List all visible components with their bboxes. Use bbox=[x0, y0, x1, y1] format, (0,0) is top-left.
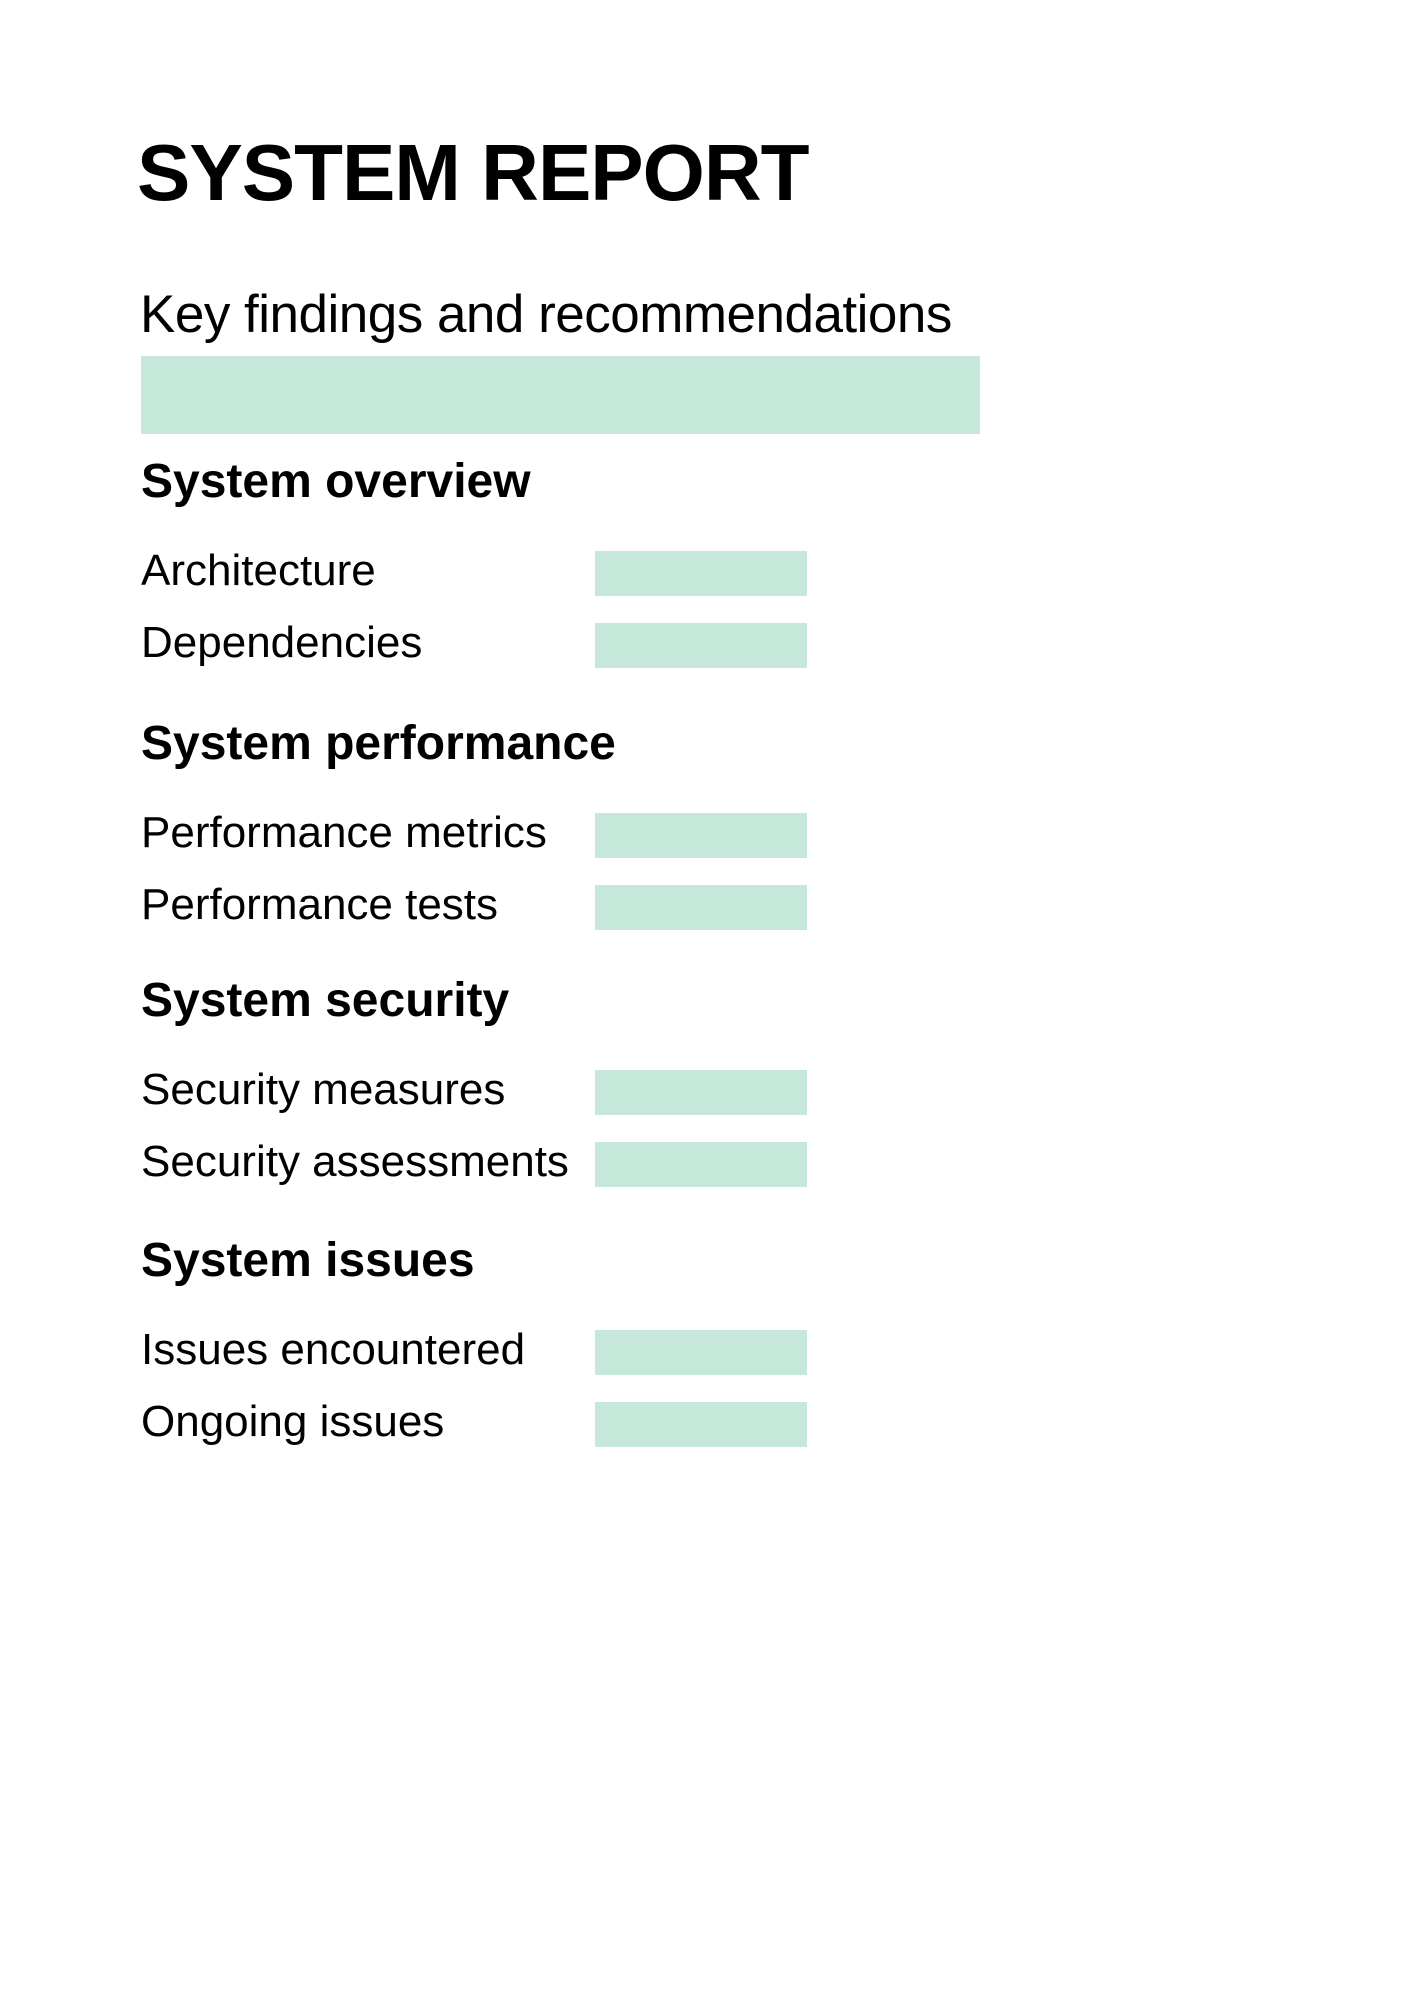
row-label: Security measures bbox=[141, 1065, 506, 1114]
section-system-overview: System overview Architecture Dependencie… bbox=[0, 458, 1414, 698]
section-system-issues: System issues Issues encountered Ongoing… bbox=[0, 1237, 1414, 1477]
row-label: Security assessments bbox=[141, 1137, 569, 1186]
value-placeholder-bar bbox=[595, 1070, 807, 1115]
section-system-performance: System performance Performance metrics P… bbox=[0, 720, 1414, 960]
value-placeholder-bar bbox=[595, 1330, 807, 1375]
row-label: Ongoing issues bbox=[141, 1397, 445, 1446]
section-heading: System security bbox=[141, 974, 510, 1027]
value-placeholder-bar bbox=[595, 1402, 807, 1447]
row-label: Architecture bbox=[141, 546, 376, 595]
subtitle-highlight-bar bbox=[141, 356, 980, 434]
section-system-security: System security Security measures Securi… bbox=[0, 977, 1414, 1217]
report-title: SYSTEM REPORT bbox=[137, 128, 810, 217]
report-row: Performance tests bbox=[0, 883, 1414, 955]
value-placeholder-bar bbox=[595, 813, 807, 858]
report-row: Ongoing issues bbox=[0, 1400, 1414, 1472]
section-heading: System overview bbox=[141, 455, 531, 508]
report-subtitle: Key findings and recommendations bbox=[140, 285, 952, 344]
row-label: Dependencies bbox=[141, 618, 423, 667]
report-row: Performance metrics bbox=[0, 811, 1414, 883]
report-row: Dependencies bbox=[0, 621, 1414, 693]
value-placeholder-bar bbox=[595, 551, 807, 596]
row-label: Issues encountered bbox=[141, 1325, 526, 1374]
report-row: Architecture bbox=[0, 549, 1414, 621]
row-label: Performance metrics bbox=[141, 808, 547, 857]
report-row: Security assessments bbox=[0, 1140, 1414, 1212]
value-placeholder-bar bbox=[595, 623, 807, 668]
report-row: Security measures bbox=[0, 1068, 1414, 1140]
row-label: Performance tests bbox=[141, 880, 499, 929]
value-placeholder-bar bbox=[595, 1142, 807, 1187]
report-row: Issues encountered bbox=[0, 1328, 1414, 1400]
section-heading: System performance bbox=[141, 717, 616, 770]
value-placeholder-bar bbox=[595, 885, 807, 930]
section-heading: System issues bbox=[141, 1234, 475, 1287]
